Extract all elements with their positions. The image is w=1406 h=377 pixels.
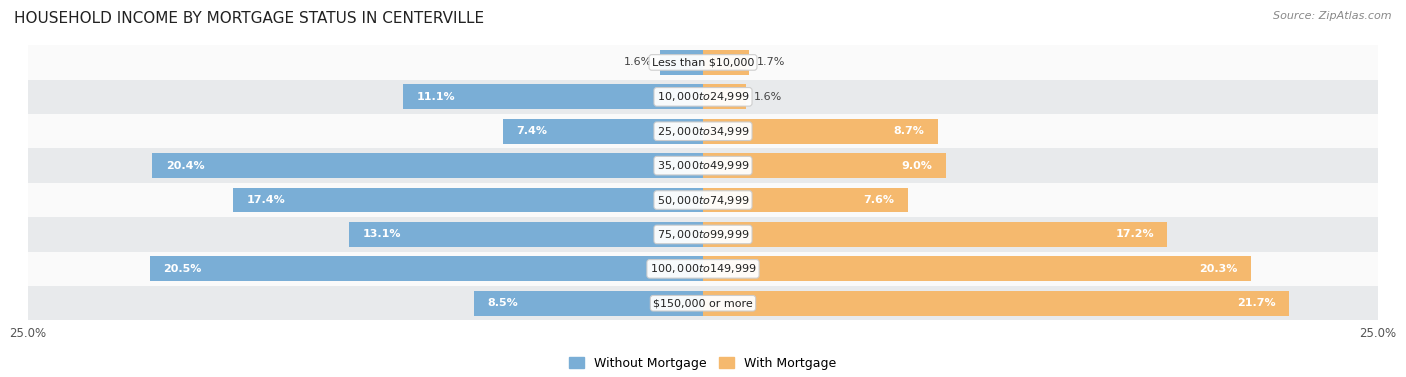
Text: $35,000 to $49,999: $35,000 to $49,999	[657, 159, 749, 172]
Bar	[28, 183, 1378, 217]
Bar	[503, 119, 703, 144]
Text: $25,000 to $34,999: $25,000 to $34,999	[657, 125, 749, 138]
Text: 1.7%: 1.7%	[756, 57, 786, 67]
Text: 8.5%: 8.5%	[486, 298, 517, 308]
Text: 7.6%: 7.6%	[863, 195, 894, 205]
Text: 13.1%: 13.1%	[363, 230, 401, 239]
Bar	[28, 217, 1378, 252]
Bar	[152, 153, 703, 178]
Bar	[149, 256, 703, 281]
Text: $50,000 to $74,999: $50,000 to $74,999	[657, 193, 749, 207]
Text: 20.5%: 20.5%	[163, 264, 201, 274]
Bar	[28, 252, 1378, 286]
Text: 1.6%: 1.6%	[623, 57, 652, 67]
Bar	[28, 149, 1378, 183]
Text: Source: ZipAtlas.com: Source: ZipAtlas.com	[1274, 11, 1392, 21]
Bar	[703, 50, 749, 75]
Text: 11.1%: 11.1%	[416, 92, 456, 102]
Bar	[28, 45, 1378, 80]
Text: HOUSEHOLD INCOME BY MORTGAGE STATUS IN CENTERVILLE: HOUSEHOLD INCOME BY MORTGAGE STATUS IN C…	[14, 11, 484, 26]
Text: 21.7%: 21.7%	[1237, 298, 1275, 308]
Bar	[703, 188, 908, 212]
Text: 8.7%: 8.7%	[893, 126, 924, 136]
Bar	[703, 256, 1251, 281]
Text: 1.6%: 1.6%	[754, 92, 783, 102]
Bar	[703, 119, 938, 144]
Bar	[233, 188, 703, 212]
Text: $75,000 to $99,999: $75,000 to $99,999	[657, 228, 749, 241]
Text: $150,000 or more: $150,000 or more	[654, 298, 752, 308]
Text: Less than $10,000: Less than $10,000	[652, 57, 754, 67]
Bar	[703, 84, 747, 109]
Text: 17.4%: 17.4%	[247, 195, 285, 205]
Text: $100,000 to $149,999: $100,000 to $149,999	[650, 262, 756, 275]
Text: $10,000 to $24,999: $10,000 to $24,999	[657, 90, 749, 103]
Bar	[659, 50, 703, 75]
Text: 7.4%: 7.4%	[517, 126, 548, 136]
Bar	[28, 114, 1378, 149]
Bar	[703, 222, 1167, 247]
Bar	[349, 222, 703, 247]
Text: 17.2%: 17.2%	[1115, 230, 1154, 239]
Bar	[28, 286, 1378, 320]
Text: 9.0%: 9.0%	[901, 161, 932, 171]
Bar	[703, 153, 946, 178]
Text: 20.4%: 20.4%	[166, 161, 204, 171]
Bar	[703, 291, 1289, 316]
Bar	[474, 291, 703, 316]
Bar	[404, 84, 703, 109]
Text: 20.3%: 20.3%	[1199, 264, 1237, 274]
Legend: Without Mortgage, With Mortgage: Without Mortgage, With Mortgage	[564, 352, 842, 375]
Bar	[28, 80, 1378, 114]
